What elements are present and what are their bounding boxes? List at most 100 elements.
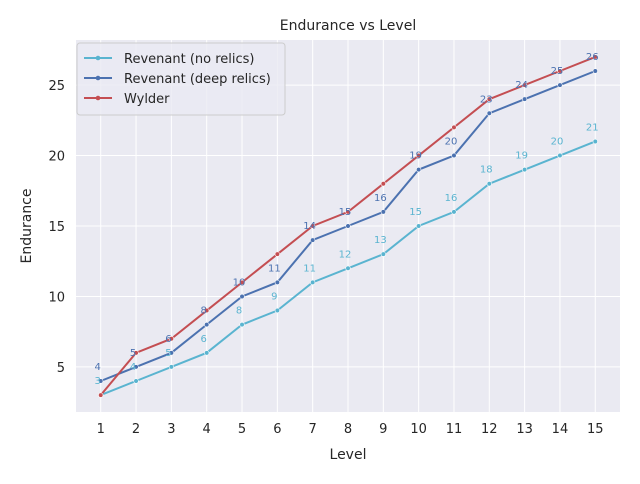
data-label: 19	[515, 151, 528, 162]
x-tick-label: 6	[273, 422, 281, 437]
data-point	[451, 152, 457, 159]
data-label: 4	[130, 362, 136, 373]
data-point	[133, 378, 139, 384]
data-label: 13	[374, 235, 387, 246]
data-label: 9	[271, 292, 277, 303]
data-point	[345, 223, 351, 229]
x-tick-label: 7	[309, 422, 317, 437]
y-tick-label: 5	[57, 361, 65, 376]
data-point	[522, 167, 528, 173]
data-label: 8	[201, 306, 207, 317]
data-label: 12	[339, 249, 352, 260]
data-point	[310, 223, 316, 229]
data-label: 15	[409, 207, 422, 218]
data-point	[274, 307, 280, 314]
x-tick-label: 1	[97, 422, 105, 437]
y-tick-label: 10	[48, 290, 65, 305]
data-point	[310, 279, 316, 285]
data-point	[416, 223, 422, 229]
data-point	[522, 82, 528, 88]
legend: Revenant (no relics) Revenant (deep relic…	[76, 42, 286, 116]
data-point	[168, 350, 174, 356]
y-axis-label: Endurance	[19, 189, 35, 264]
data-label: 6	[201, 334, 207, 345]
data-point	[486, 181, 492, 187]
x-tick-label: 2	[132, 422, 140, 437]
data-point	[522, 96, 528, 102]
data-point	[133, 364, 139, 370]
data-point	[486, 96, 492, 102]
data-label: 4	[95, 362, 101, 373]
data-point	[204, 322, 210, 328]
legend-box	[76, 42, 286, 116]
data-label: 11	[303, 263, 316, 274]
data-point	[204, 350, 210, 356]
data-point	[380, 251, 386, 257]
data-point	[380, 181, 386, 187]
data-point	[486, 110, 492, 116]
data-label: 16	[445, 193, 458, 204]
x-ticks: 1 2 3 4 5 6 7 8 9 10 11 12 13 14 15	[97, 422, 604, 437]
data-point	[557, 152, 563, 159]
data-point	[274, 251, 280, 257]
legend-marker	[95, 55, 101, 61]
data-label: 3	[95, 376, 101, 387]
data-point	[204, 307, 210, 314]
data-label: 18	[480, 165, 493, 176]
data-point	[239, 293, 245, 300]
data-point	[98, 378, 104, 384]
data-point	[557, 68, 563, 74]
x-tick-label: 10	[410, 422, 427, 437]
data-label: 16	[374, 193, 387, 204]
data-point	[557, 82, 563, 88]
data-label: 20	[551, 137, 564, 148]
data-point	[451, 209, 457, 215]
data-label: 26	[586, 52, 599, 63]
data-point	[416, 167, 422, 173]
legend-label: Revenant (deep relics)	[124, 72, 271, 87]
series-lines	[98, 54, 598, 398]
data-point	[345, 209, 351, 215]
legend-label: Wylder	[124, 92, 170, 107]
data-label: 6	[165, 334, 171, 345]
data-point	[592, 138, 598, 145]
x-tick-label: 9	[379, 422, 387, 437]
data-label: 5	[165, 348, 171, 359]
data-label: 14	[303, 221, 316, 232]
data-label: 5	[130, 348, 136, 359]
y-tick-label: 20	[48, 150, 65, 165]
data-point	[168, 336, 174, 342]
data-label: 15	[339, 207, 352, 218]
legend-label: Revenant (no relics)	[124, 52, 254, 67]
data-point	[310, 237, 316, 243]
data-label: 25	[551, 66, 564, 77]
legend-marker	[95, 95, 101, 101]
x-tick-label: 3	[167, 422, 175, 437]
y-tick-label: 15	[48, 220, 65, 235]
data-point	[380, 209, 386, 215]
y-tick-label: 25	[48, 79, 65, 94]
x-tick-label: 13	[516, 422, 533, 437]
data-point	[416, 152, 422, 159]
data-label: 19	[409, 151, 422, 162]
data-point	[168, 364, 174, 370]
data-point	[274, 279, 280, 285]
data-label: 8	[236, 306, 242, 317]
data-point	[592, 54, 598, 60]
x-tick-label: 8	[344, 422, 352, 437]
y-ticks: 5 10 15 20 25	[48, 79, 65, 376]
data-label: 21	[586, 122, 599, 133]
legend-marker	[95, 75, 101, 81]
x-tick-label: 4	[203, 422, 211, 437]
data-label: 23	[480, 94, 493, 105]
data-label: 20	[445, 137, 458, 148]
data-point	[133, 350, 139, 356]
x-tick-label: 5	[238, 422, 246, 437]
x-tick-label: 14	[552, 422, 569, 437]
data-label: 24	[515, 80, 528, 91]
data-point	[345, 265, 351, 271]
data-point	[239, 279, 245, 285]
data-point	[592, 68, 598, 74]
chart-title: Endurance vs Level	[280, 18, 416, 34]
